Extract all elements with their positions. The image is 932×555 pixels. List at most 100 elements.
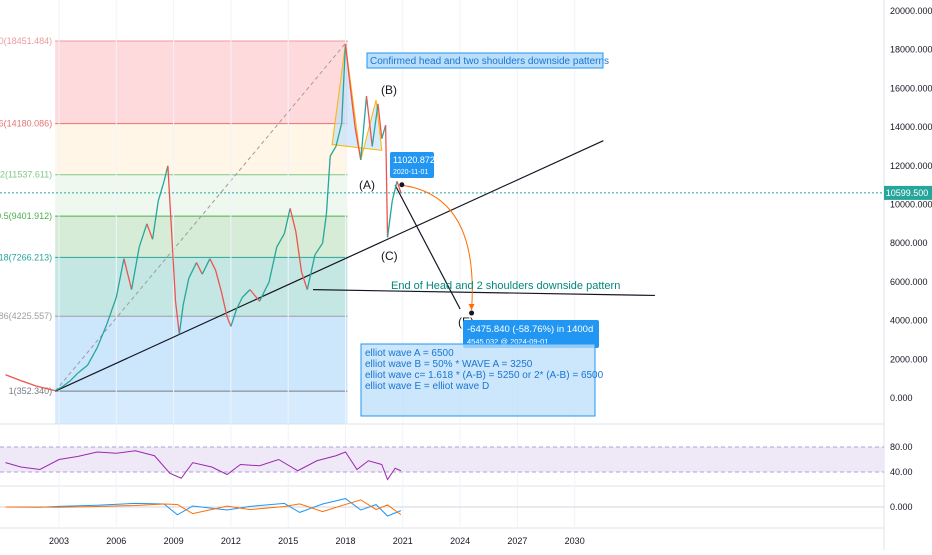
fib-level-label: 0.786(4225.557) [0, 311, 52, 321]
rsi-line [5, 450, 402, 481]
oscillator-axis: 80.00 40.00 0.000 [890, 442, 913, 512]
price-segment [20, 379, 37, 387]
x-axis[interactable]: 2003 2006 2009 2012 2015 2018 2021 2024 2027 2030 [49, 536, 585, 546]
x-tick-label: 2024 [450, 536, 470, 546]
price-segment [241, 289, 251, 298]
fib-level-label: 0.5(9401.912) [0, 211, 52, 221]
target-change: -6475.840 (-58.76%) in 1400d [467, 324, 593, 335]
fib-zone [55, 174, 348, 217]
price-segment [335, 123, 343, 147]
last-price-tag: 10599.500 [884, 185, 932, 200]
last-price-label: 10599.500 [886, 188, 929, 198]
price-segment [146, 223, 154, 240]
price-segment [396, 181, 402, 194]
fib-zone [55, 40, 348, 124]
fib-zone [55, 123, 348, 175]
price-segment [115, 258, 125, 298]
y-tick-label: 18000.000 [890, 45, 932, 55]
elliott-notes-box[interactable]: elliot wave A = 6500 elliot wave B = 50%… [360, 343, 604, 417]
price-segment [384, 125, 389, 238]
price-segment [188, 262, 198, 279]
price-segment [354, 126, 362, 161]
price-segment [321, 214, 328, 244]
note-line-2: elliot wave B = 50% * WAVE A = 3250 [365, 359, 533, 370]
target-arrow[interactable] [400, 184, 473, 311]
price-segment [195, 262, 203, 275]
price-segment [178, 305, 184, 335]
price-segment [276, 233, 285, 248]
y-tick-label: 20000.000 [890, 6, 932, 16]
x-tick-label: 2012 [221, 536, 241, 546]
price-segment [220, 291, 228, 317]
projection-line[interactable] [394, 184, 461, 310]
x-tick-label: 2015 [278, 536, 298, 546]
price-segment [258, 281, 270, 302]
callout-value: 11020.872 [393, 155, 435, 165]
target-callout[interactable]: -6475.840 (-58.76%) in 1400d 4545.032 @ … [463, 320, 599, 348]
y-tick-label: 0.000 [890, 393, 913, 403]
y-axis[interactable]: 20000.000 18000.000 16000.000 14000.000 1200… [890, 6, 932, 403]
price-segment [283, 208, 291, 234]
price-segment [201, 258, 211, 275]
support-trendline[interactable] [54, 140, 604, 392]
rsi-tick-label: 80.00 [890, 442, 913, 452]
macd-series [5, 498, 402, 517]
price-segment [360, 96, 368, 161]
fib-retracement[interactable]: 0(18451.484) 0.236(14180.086) 0.382(11537.… [0, 36, 348, 424]
y-tick-label: 4000.000 [890, 316, 928, 326]
price-segment [341, 43, 347, 124]
price-segment [381, 124, 387, 139]
price-segment [329, 146, 337, 157]
pattern-title-box[interactable]: Confirmed head and two shoulders downsid… [366, 52, 609, 69]
price-segment [325, 156, 331, 215]
neckline-label: End of Head and 2 shoulders downside pat… [391, 280, 620, 292]
x-tick-label: 2006 [106, 536, 126, 546]
price-segment [377, 103, 383, 139]
price-segment [69, 372, 79, 382]
y-tick-label: 16000.000 [890, 83, 932, 93]
note-line-4: elliot wave E = elliot wave D [365, 381, 489, 392]
target-point [469, 310, 475, 316]
note-line-3: elliot wave c= 1.618 * (A-B) = 5250 or 2… [365, 370, 604, 381]
price-segment [174, 301, 180, 335]
price-segment [106, 297, 117, 325]
price-segment [54, 385, 64, 392]
price-segment [35, 385, 46, 389]
neckline[interactable] [313, 289, 655, 297]
price-segment [62, 380, 71, 387]
price-segment [314, 242, 324, 256]
price-segment [295, 231, 303, 273]
price-segment [209, 258, 217, 271]
wave-a-label: (A) [359, 178, 375, 192]
price-segment [371, 103, 379, 147]
price-segment [348, 78, 356, 128]
target-arrow-head [468, 304, 475, 311]
x-tick-label: 2003 [49, 536, 69, 546]
price-segment [268, 246, 278, 283]
price-segment [230, 308, 238, 327]
price-segment [249, 289, 261, 302]
fib-level-label: 0.618(7266.213) [0, 252, 52, 262]
price-segment [391, 181, 398, 201]
rsi-band [0, 447, 884, 472]
price-segment [214, 270, 222, 292]
price-segment [163, 165, 169, 182]
x-tick-label: 2021 [393, 536, 413, 546]
note-line-1: elliot wave A = 6500 [365, 348, 454, 359]
rsi-series [5, 450, 402, 481]
fib-zone [55, 316, 348, 392]
y-tick-label: 10000.000 [890, 200, 932, 210]
price-segment [236, 297, 243, 310]
price-segment [77, 364, 89, 374]
pattern-title: Confirmed head and two shoulders downsid… [370, 56, 609, 67]
price-segment [226, 316, 232, 327]
price-callout[interactable]: 11020.872 2020-11-01 [390, 152, 435, 178]
price-segment [123, 258, 133, 290]
price-segment [157, 181, 165, 201]
x-tick-label: 2009 [164, 536, 184, 546]
x-tick-label: 2030 [565, 536, 585, 546]
fib-zone [55, 257, 348, 317]
price-segment [300, 272, 308, 290]
